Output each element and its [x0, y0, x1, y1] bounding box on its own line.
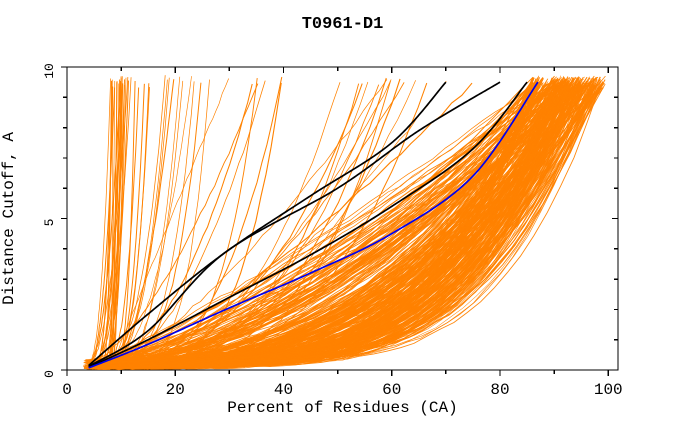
- svg-text:5: 5: [42, 219, 57, 227]
- svg-text:40: 40: [274, 381, 293, 399]
- svg-text:0: 0: [62, 381, 72, 399]
- svg-text:10: 10: [42, 63, 57, 79]
- svg-text:0: 0: [42, 370, 57, 378]
- svg-text:100: 100: [594, 381, 623, 399]
- svg-text:60: 60: [382, 381, 401, 399]
- svg-text:80: 80: [490, 381, 509, 399]
- svg-text:20: 20: [166, 381, 185, 399]
- svg-text:Distance Cutoff, A: Distance Cutoff, A: [0, 132, 18, 305]
- svg-text:Percent of Residues (CA): Percent of Residues (CA): [227, 399, 457, 417]
